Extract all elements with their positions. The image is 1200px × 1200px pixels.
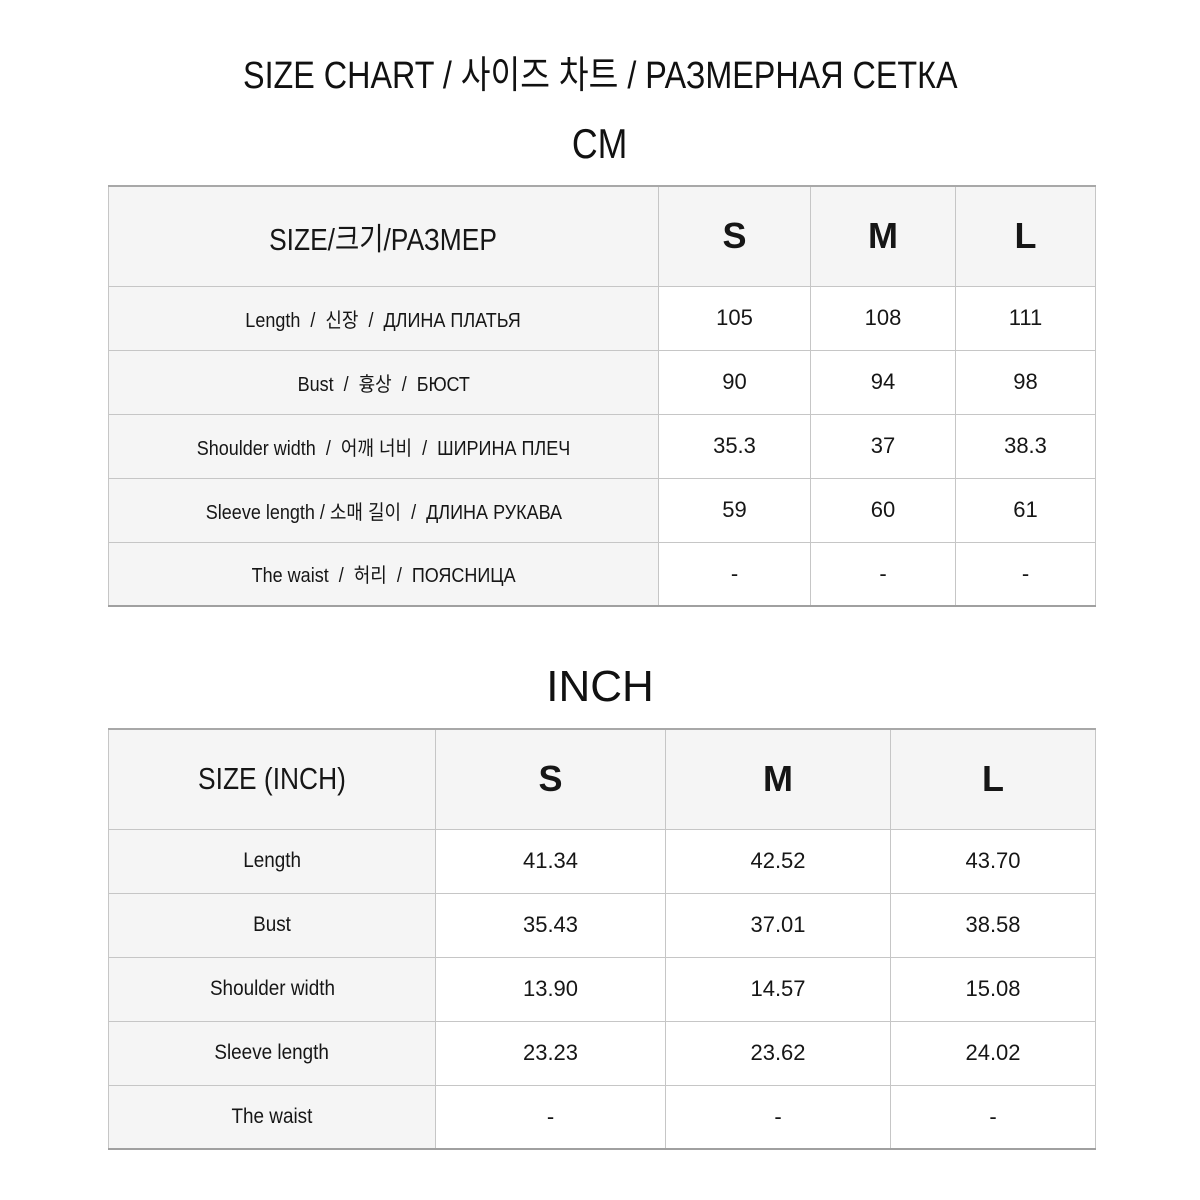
value-cell: 61 [955,477,1096,543]
value-cell: - [890,1084,1096,1150]
value-cell: 38.58 [890,892,1096,958]
row-label-cell: Sleeve length [108,1020,436,1086]
table-row-bust: Bust / 흉상 / БЮСТ 90 94 98 [108,349,1096,415]
cm-size-label-text: SIZE/크기/РАЗМЕР [269,221,498,257]
value-cell: 43.70 [890,828,1096,894]
value-cell: 35.43 [435,892,666,958]
cm-section-heading: CM [0,120,1200,168]
value-cell: 98 [955,349,1096,415]
row-label-text: The waist / 허리 / ПОЯСНИЦА [251,565,516,588]
inch-size-l-header: L [890,728,1096,830]
value-cell: 23.23 [435,1020,666,1086]
row-label-cell: Bust / 흉상 / БЮСТ [108,349,659,415]
value-cell: - [810,541,956,607]
row-label-cell: The waist [108,1084,436,1150]
value-cell: - [955,541,1096,607]
cm-header-row: SIZE/크기/РАЗМЕР S M L [108,185,1096,287]
row-label-cell: The waist / 허리 / ПОЯСНИЦА [108,541,659,607]
table-row-length: Length / 신장 / ДЛИНА ПЛАТЬЯ 105 108 111 [108,285,1096,351]
row-label-cell: Length [108,828,436,894]
value-cell: 105 [658,285,811,351]
value-cell: 42.52 [665,828,891,894]
inch-table-body: Length 41.34 42.52 43.70 Bust 35.43 37.0… [108,828,1096,1150]
row-label-text: Length [243,849,301,872]
value-cell: 13.90 [435,956,666,1022]
cm-size-label-header: SIZE/크기/РАЗМЕР [108,185,659,287]
page-title: SIZE CHART / 사이즈 차트 / РАЗМЕРНАЯ СЕТКА [0,44,1200,99]
page-title-text: SIZE CHART / 사이즈 차트 / РАЗМЕРНАЯ СЕТКА [242,55,958,97]
table-row-bust: Bust 35.43 37.01 38.58 [108,892,1096,958]
inch-size-label-header: SIZE (INCH) [108,728,436,830]
cm-size-l-header: L [955,185,1096,287]
cm-size-l-text: L [1014,215,1037,257]
value-cell: - [665,1084,891,1150]
cm-size-s-text: S [722,215,747,257]
value-cell: 94 [810,349,956,415]
cm-size-m-header: M [810,185,956,287]
row-label-text: Sleeve length / 소매 길이 / ДЛИНА РУКАВА [205,501,562,524]
value-cell: - [435,1084,666,1150]
table-row-sleeve-length: Sleeve length 23.23 23.62 24.02 [108,1020,1096,1086]
inch-heading-text: INCH [546,662,654,711]
value-cell: 23.62 [665,1020,891,1086]
inch-size-m-text: M [763,758,793,800]
inch-header-row: SIZE (INCH) S M L [108,728,1096,830]
row-label-cell: Bust [108,892,436,958]
value-cell: 38.3 [955,413,1096,479]
table-row-shoulder-width: Shoulder width / 어깨 너비 / ШИРИНА ПЛЕЧ 35.… [108,413,1096,479]
cm-size-s-header: S [658,185,811,287]
value-cell: 37.01 [665,892,891,958]
value-cell: 15.08 [890,956,1096,1022]
value-cell: 111 [955,285,1096,351]
row-label-cell: Length / 신장 / ДЛИНА ПЛАТЬЯ [108,285,659,351]
row-label-text: Length / 신장 / ДЛИНА ПЛАТЬЯ [245,309,522,332]
value-cell: 24.02 [890,1020,1096,1086]
value-cell: - [658,541,811,607]
value-cell: 108 [810,285,956,351]
value-cell: 14.57 [665,956,891,1022]
value-cell: 90 [658,349,811,415]
table-row-shoulder-width: Shoulder width 13.90 14.57 15.08 [108,956,1096,1022]
table-row-waist: The waist / 허리 / ПОЯСНИЦА - - - [108,541,1096,607]
value-cell: 37 [810,413,956,479]
row-label-text: Shoulder width / 어깨 너비 / ШИРИНА ПЛЕЧ [196,437,571,460]
value-cell: 35.3 [658,413,811,479]
row-label-text: Shoulder width [209,977,335,1000]
cm-table-body: Length / 신장 / ДЛИНА ПЛАТЬЯ 105 108 111 B… [108,285,1096,607]
row-label-cell: Shoulder width [108,956,436,1022]
cm-heading-text: CM [572,120,628,167]
row-label-cell: Sleeve length / 소매 길이 / ДЛИНА РУКАВА [108,477,659,543]
table-row-sleeve-length: Sleeve length / 소매 길이 / ДЛИНА РУКАВА 59 … [108,477,1096,543]
cm-size-m-text: M [868,215,898,257]
cm-size-table: SIZE/크기/РАЗМЕР S M L Length / 신장 / ДЛИНА… [108,185,1096,607]
row-label-text: Bust / 흉상 / БЮСТ [297,373,470,396]
value-cell: 59 [658,477,811,543]
row-label-cell: Shoulder width / 어깨 너비 / ШИРИНА ПЛЕЧ [108,413,659,479]
inch-section-heading: INCH [0,662,1200,712]
row-label-text: Bust [253,913,291,936]
inch-table-head: SIZE (INCH) S M L [108,728,1096,830]
table-row-waist: The waist - - - [108,1084,1096,1150]
inch-size-s-text: S [538,758,563,800]
inch-size-label-text: SIZE (INCH) [198,761,346,797]
table-row-length: Length 41.34 42.52 43.70 [108,828,1096,894]
row-label-text: Sleeve length [214,1041,330,1064]
value-cell: 60 [810,477,956,543]
value-cell: 41.34 [435,828,666,894]
inch-size-table: SIZE (INCH) S M L Length 41.34 42.52 43.… [108,728,1096,1150]
row-label-text: The waist [231,1104,313,1128]
inch-size-s-header: S [435,728,666,830]
cm-table-head: SIZE/크기/РАЗМЕР S M L [108,185,1096,287]
inch-size-m-header: M [665,728,891,830]
inch-size-l-text: L [982,758,1004,800]
